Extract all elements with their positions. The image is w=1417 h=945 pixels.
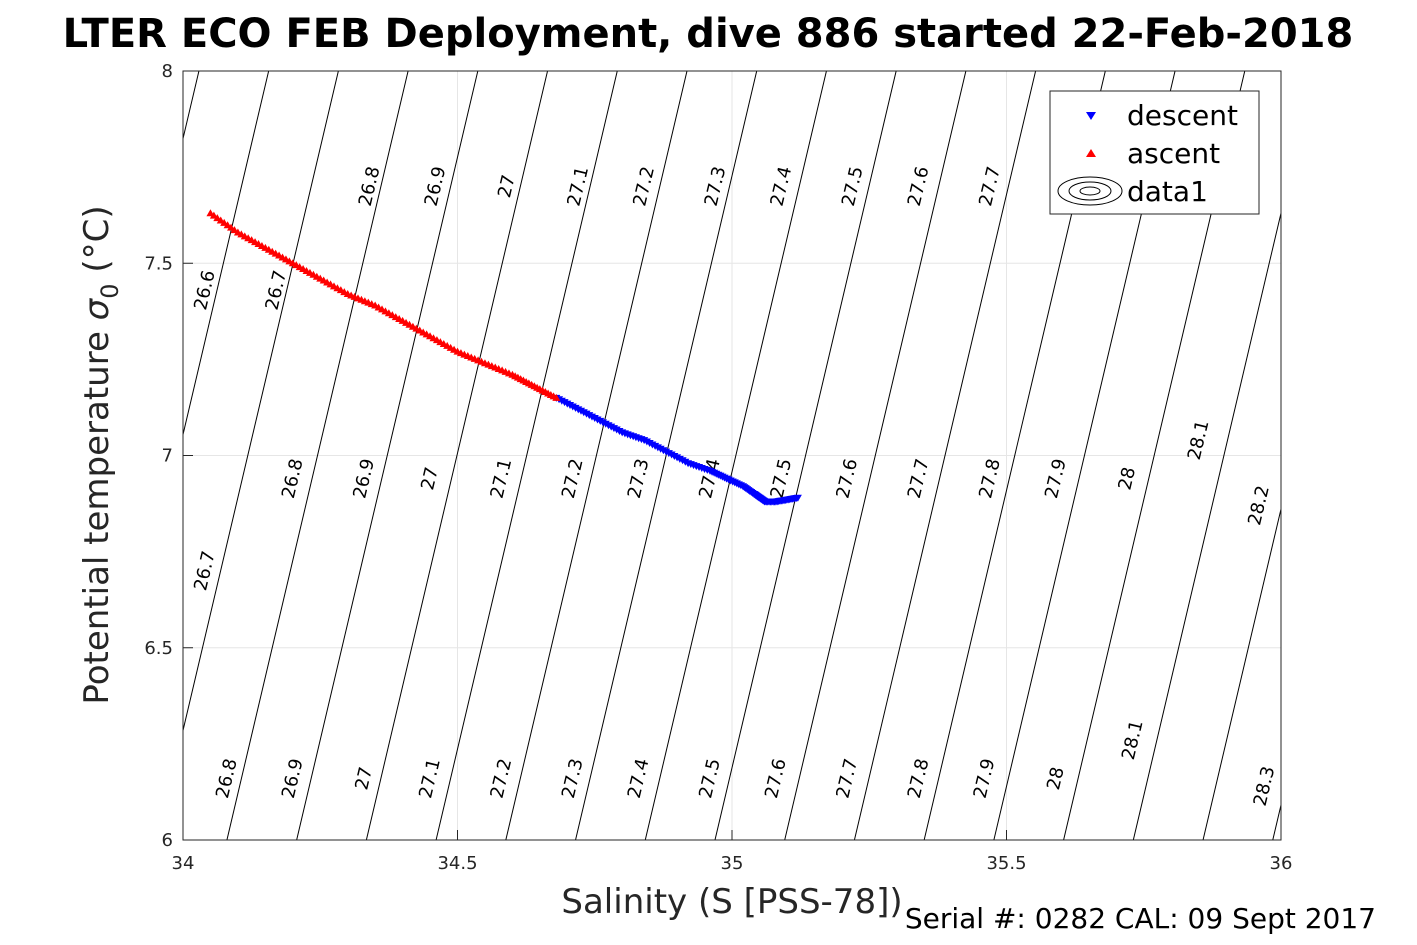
isopycnal-line <box>714 71 897 840</box>
x-tick-label: 34 <box>172 853 195 874</box>
y-axis-label-subscript: 0 <box>96 283 124 298</box>
y-tick-label: 6.5 <box>144 638 173 659</box>
isopycnal-line <box>365 71 549 840</box>
contour-label: 28 <box>1114 465 1140 492</box>
isopycnal-line <box>784 71 967 840</box>
y-tick-label: 7.5 <box>144 253 173 274</box>
y-axis-label-sigma: σ <box>77 297 117 320</box>
isopycnal-line <box>1132 210 1281 840</box>
x-tick-label: 35 <box>721 853 744 874</box>
x-tick-label: 36 <box>1270 853 1293 874</box>
series-descent <box>552 394 802 506</box>
y-axis-label-unit: (°C) <box>77 205 117 283</box>
isopycnal-line <box>644 71 827 840</box>
series-ascent <box>206 209 561 401</box>
serial-calibration: Serial #: 0282 CAL: 09 Sept 2017 <box>905 902 1376 935</box>
legend-ascent-marker <box>1086 149 1096 157</box>
contour-label: 27 <box>417 465 443 492</box>
isopycnal-line <box>505 71 688 840</box>
legend-ascent-label: ascent <box>1127 137 1220 170</box>
x-axis-ticks: 34 34.5 35 35.5 36 <box>172 830 1293 874</box>
legend-descent-label: descent <box>1127 99 1238 132</box>
isopycnal-line <box>1412 71 1417 840</box>
x-tick-label: 35.5 <box>986 853 1026 874</box>
contour-labels: 26.8 26.9 27 27.1 27.2 27.3 27.4 27.5 27.6 27.726… <box>190 164 1279 808</box>
legend-data1-label: data1 <box>1127 175 1208 208</box>
y-axis-label: Potential temperature σ0 (°C) <box>77 205 124 704</box>
legend-contour-icon <box>1057 176 1123 206</box>
isopycnal-line <box>1202 506 1281 840</box>
isopycnal-line <box>853 71 1037 840</box>
data-point <box>793 494 802 502</box>
isopycnal-line <box>296 71 479 840</box>
x-axis-label: Salinity (S [PSS-78]) <box>561 882 902 922</box>
isopycnal-line <box>1342 71 1417 840</box>
legend: descent ascent data1 <box>1049 90 1260 215</box>
chart-title: LTER ECO FEB Deployment, dive 886 starte… <box>63 11 1354 57</box>
y-tick-label: 7 <box>162 446 173 467</box>
x-tick-label: 34.5 <box>437 853 477 874</box>
isopycnal-line <box>183 71 339 733</box>
isopycnal-line <box>435 71 618 840</box>
data-point <box>552 393 561 401</box>
isopycnal-line <box>183 71 270 437</box>
series-layer <box>206 209 802 506</box>
contour-label: 27 <box>351 765 377 792</box>
isopycnal-line <box>226 71 409 840</box>
legend-descent-marker <box>1086 112 1096 120</box>
isopycnal-line <box>1272 802 1281 840</box>
legend-box <box>1049 90 1260 215</box>
contour-label: 27 <box>494 173 520 200</box>
y-axis-label-main: Potential temperature <box>77 320 117 704</box>
y-tick-label: 8 <box>162 61 173 82</box>
y-tick-label: 6 <box>162 830 173 851</box>
contour-label: 28 <box>1043 765 1069 792</box>
y-axis-ticks: 6 6.5 7 7.5 8 <box>144 61 193 851</box>
